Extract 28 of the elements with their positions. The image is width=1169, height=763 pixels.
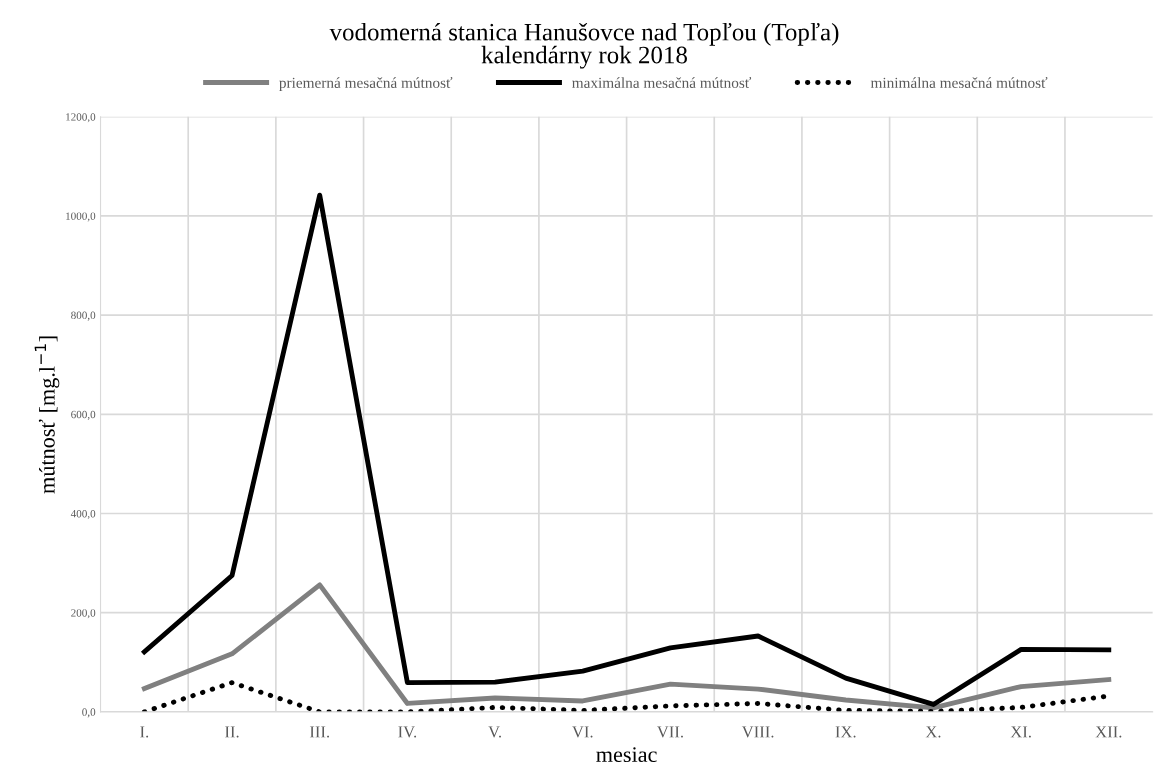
legend-label: minimálna mesačná mútnosť [870,77,1048,88]
y-axis-title: mútnosť [mg.l$^{−1}$] [34,336,60,494]
chart-title: vodomerná stanica Hanušovce nad Topľou (Topľa) [329,22,839,46]
x-tick-label: III. [309,726,330,738]
x-axis-title: mesiac [596,747,657,763]
x-tick-label: II. [225,726,239,738]
legend-label: maximálna mesačná mútnosť [572,77,752,88]
x-tick-label: VIII. [741,726,774,738]
line-series [141,582,1112,711]
y-tick-label: 1000,0 [66,212,96,222]
x-tick-label: XI. [1010,726,1031,738]
line-series [141,192,1112,707]
x-tick-label: V. [488,726,501,738]
y-tick-label: 800,0 [71,311,96,321]
x-tick-label: VI. [572,726,593,738]
x-tick-label: IV. [398,726,417,738]
y-tick-label: 1200,0 [66,113,96,123]
x-tick-label: I. [140,726,149,738]
legend-label: priemerná mesačná mútnosť [279,77,453,92]
chart-subtitle: kalendárny rok 2018 [481,45,687,69]
x-tick-label: IX. [835,726,856,738]
x-tick-label: X. [925,726,941,738]
y-tick-label: 600,0 [71,410,96,420]
x-tick-label: XII. [1095,726,1122,738]
y-tick-label: 0,0 [82,708,96,718]
x-tick-label: VII. [656,726,683,738]
y-tick-label: 200,0 [71,609,96,619]
y-tick-label: 400,0 [70,509,96,520]
